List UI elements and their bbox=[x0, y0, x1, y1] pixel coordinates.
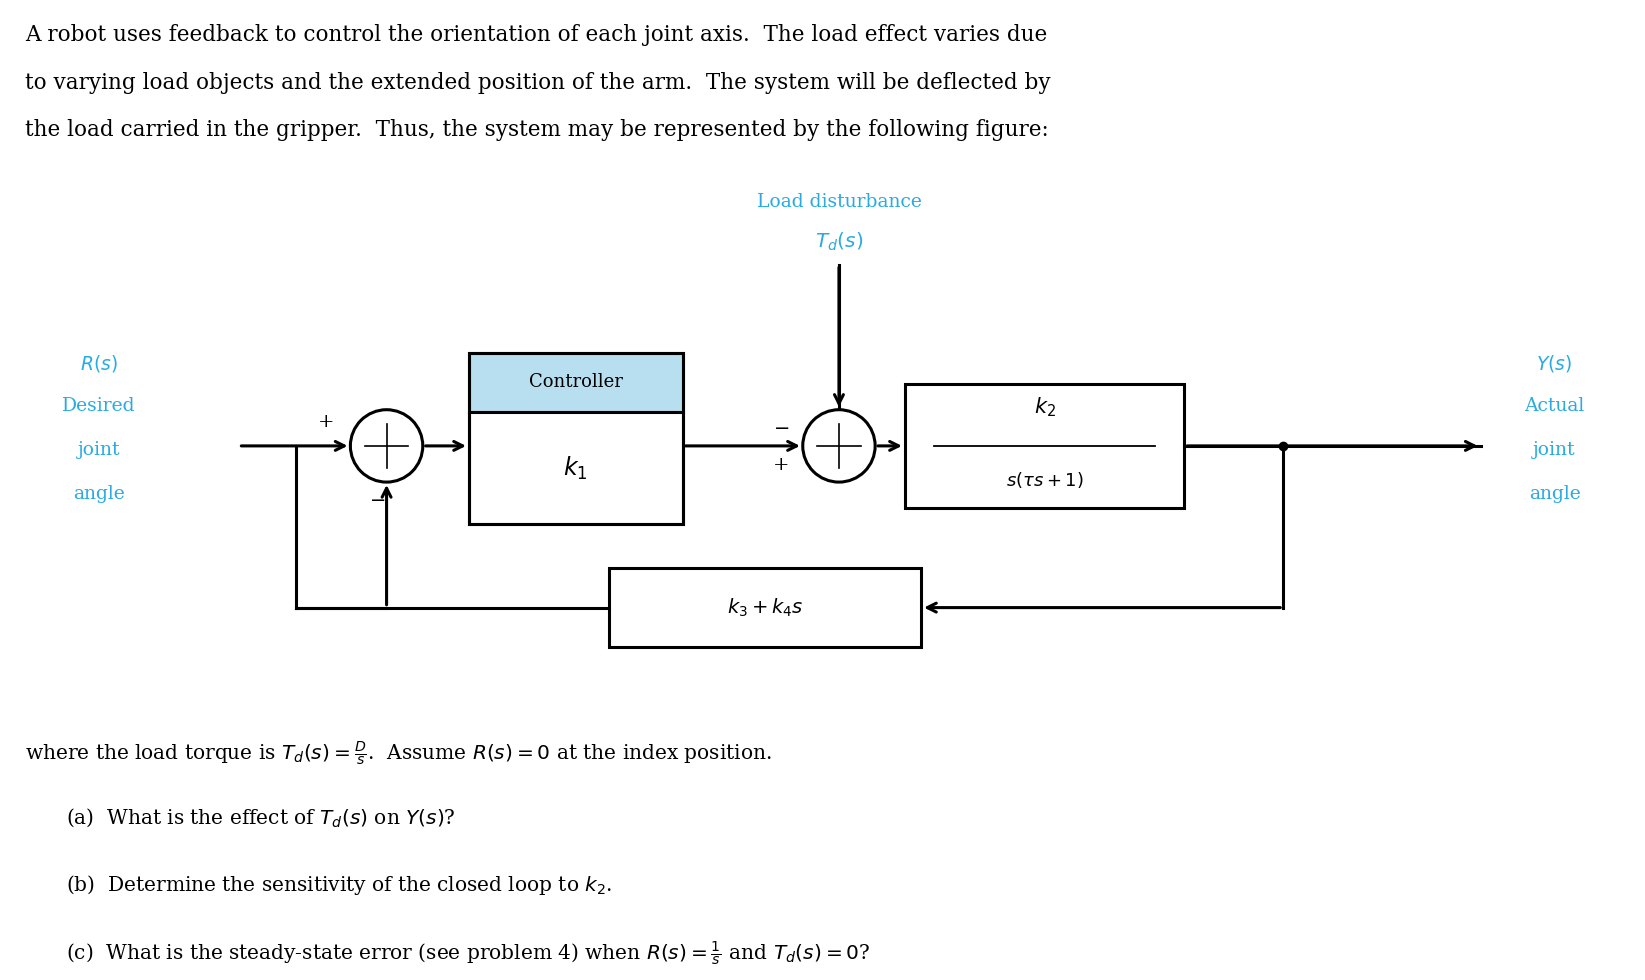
Text: $Y(s)$: $Y(s)$ bbox=[1536, 353, 1573, 373]
Text: angle: angle bbox=[72, 485, 125, 503]
Ellipse shape bbox=[803, 410, 875, 482]
Text: $k_1$: $k_1$ bbox=[564, 455, 587, 481]
Text: (b)  Determine the sensitivity of the closed loop to $k_2$.: (b) Determine the sensitivity of the clo… bbox=[66, 873, 612, 897]
Bar bbox=[469, 412, 683, 524]
Text: $s(\tau s+1)$: $s(\tau s+1)$ bbox=[1005, 470, 1084, 490]
Text: +: + bbox=[317, 414, 334, 431]
Text: joint: joint bbox=[1533, 441, 1576, 459]
Text: $-$: $-$ bbox=[368, 490, 385, 508]
Text: Load disturbance: Load disturbance bbox=[757, 193, 921, 211]
Text: A robot uses feedback to control the orientation of each joint axis.  The load e: A robot uses feedback to control the ori… bbox=[25, 24, 1046, 46]
Text: the load carried in the gripper.  Thus, the system may be represented by the fol: the load carried in the gripper. Thus, t… bbox=[25, 119, 1048, 140]
Bar bbox=[469, 353, 683, 412]
Text: joint: joint bbox=[77, 441, 120, 459]
Text: Desired: Desired bbox=[63, 397, 135, 415]
Text: $T_d(s)$: $T_d(s)$ bbox=[814, 230, 864, 253]
Text: $k_3+k_4s$: $k_3+k_4s$ bbox=[727, 597, 803, 618]
Text: Controller: Controller bbox=[528, 373, 623, 391]
Text: Actual: Actual bbox=[1525, 397, 1584, 415]
Text: +: + bbox=[773, 456, 790, 473]
Bar bbox=[469, 353, 683, 524]
Text: where the load torque is $T_d(s) = \frac{D}{s}$.  Assume $R(s) = 0$ at the index: where the load torque is $T_d(s) = \frac… bbox=[25, 740, 772, 768]
Text: (a)  What is the effect of $T_d(s)$ on $Y(s)$?: (a) What is the effect of $T_d(s)$ on $Y… bbox=[66, 807, 456, 829]
Text: to varying load objects and the extended position of the arm.  The system will b: to varying load objects and the extended… bbox=[25, 72, 1050, 93]
Bar bbox=[609, 568, 921, 647]
Text: $R(s)$: $R(s)$ bbox=[81, 353, 117, 373]
Bar bbox=[905, 384, 1184, 508]
Text: $-$: $-$ bbox=[773, 418, 790, 436]
Text: $k_2$: $k_2$ bbox=[1033, 395, 1056, 418]
Text: (c)  What is the steady-state error (see problem 4) when $R(s) = \frac{1}{s}$ an: (c) What is the steady-state error (see … bbox=[66, 940, 870, 968]
Ellipse shape bbox=[350, 410, 423, 482]
Text: angle: angle bbox=[1528, 485, 1581, 503]
